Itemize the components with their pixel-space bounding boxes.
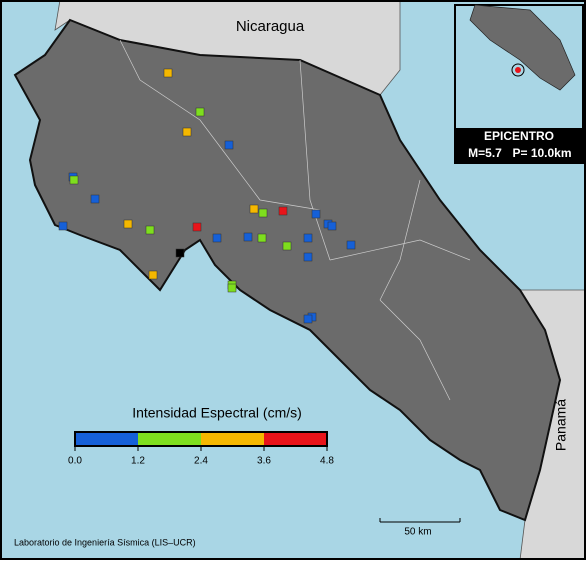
station: [195, 107, 205, 117]
colorbar-segment: [138, 432, 201, 446]
province-borders: [119, 39, 471, 401]
colorbar-tick-label: 4.8: [320, 456, 334, 467]
colorbar-segment: [201, 432, 264, 446]
station: [249, 204, 259, 214]
station: [227, 283, 237, 293]
station: [192, 222, 202, 232]
station: [182, 127, 192, 137]
epicenter-depth: P= 10.0km: [512, 146, 571, 160]
colorbar-tick-label: 2.4: [194, 456, 208, 467]
country-label: Nicaragua: [236, 18, 305, 35]
station: [303, 314, 313, 324]
station: [212, 233, 222, 243]
colorbar-tick-label: 0.0: [68, 456, 82, 467]
station: [346, 240, 356, 250]
colorbar-segment: [75, 432, 138, 446]
station: [278, 206, 288, 216]
station: [258, 208, 268, 218]
station: [123, 219, 133, 229]
epicenter-marker: [515, 67, 521, 73]
station: [58, 221, 68, 231]
colorbar-tick-label: 1.2: [131, 456, 145, 467]
stations: [58, 68, 356, 324]
scale-label: 50 km: [404, 527, 431, 538]
country-label: Panamá: [553, 399, 569, 451]
station: [303, 252, 313, 262]
station: [303, 233, 313, 243]
costa-rica-land: [13, 18, 562, 522]
station: [163, 68, 173, 78]
epicenter-box: [455, 128, 583, 163]
station: [148, 270, 158, 280]
station: [69, 175, 79, 185]
credit: Laboratorio de Ingeniería Sísmica (LIS–U…: [14, 537, 196, 547]
station: [175, 248, 185, 258]
colorbar: 0.0 1.2 2.4 3.6 4.8: [68, 431, 334, 467]
inset: EPICENTRO M=5.7 P= 10.0km: [454, 4, 584, 164]
station: [145, 225, 155, 235]
station: [311, 209, 321, 219]
station: [282, 241, 292, 251]
colorbar-tick-label: 3.6: [257, 456, 271, 467]
inset-land: [469, 4, 576, 91]
station: [327, 221, 337, 231]
legend-title: Intensidad Espectral (cm/s): [132, 405, 302, 421]
station: [257, 233, 267, 243]
colorbar-segment: [264, 432, 327, 446]
station: [224, 140, 234, 150]
station: [243, 232, 253, 242]
epicenter-title: EPICENTRO: [484, 129, 554, 143]
station: [90, 194, 100, 204]
epicenter-marker: [511, 63, 525, 77]
epicenter-magnitude: M=5.7: [468, 146, 502, 160]
